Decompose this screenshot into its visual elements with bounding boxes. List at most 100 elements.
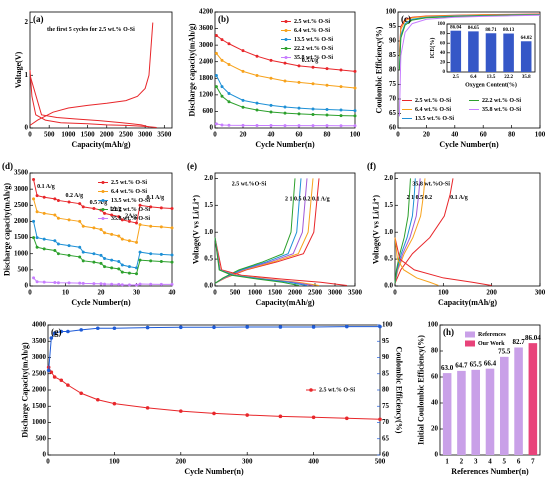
- x-tick-label: 10: [62, 289, 70, 297]
- series-line: [214, 178, 296, 284]
- data-point: [96, 326, 100, 331]
- series-line: [48, 367, 381, 420]
- data-point: [67, 281, 71, 285]
- x-tick-label: 40: [451, 131, 459, 139]
- legend-label: 2.5 wt.% O-Si: [111, 180, 147, 186]
- data-point: [227, 100, 231, 104]
- legend-label: 2.5 wt.% O-Si: [319, 387, 355, 393]
- panel-label: (b): [218, 14, 229, 24]
- annotation: 0.1 A/g: [37, 184, 55, 190]
- legend-label: 22.2 wt.% O-Si: [294, 46, 333, 52]
- data-point: [138, 258, 142, 262]
- y-axis-label: Discharge Capacity(mAh/g): [20, 342, 29, 438]
- data-point: [325, 83, 329, 87]
- x-tick-label: 2: [460, 458, 464, 466]
- plot-frame: [29, 11, 173, 129]
- data-point: [127, 265, 131, 269]
- data-point: [339, 114, 343, 118]
- y-tick-label: 80: [440, 32, 446, 37]
- y-tick-label: 2500: [14, 201, 29, 209]
- y-tick-label: 3000: [199, 41, 214, 49]
- data-point: [53, 197, 57, 201]
- data-point: [283, 111, 287, 115]
- y-tick-label: 80: [431, 347, 439, 355]
- series-line: [29, 22, 154, 126]
- data-point: [255, 123, 259, 127]
- data-point: [255, 54, 259, 58]
- legend-swatch: [465, 331, 475, 338]
- data-point: [149, 252, 153, 256]
- data-point: [269, 110, 273, 114]
- x-tick-label: 80: [508, 131, 516, 139]
- y2-tick-label: 65: [382, 434, 390, 442]
- data-point: [297, 112, 301, 116]
- data-point: [149, 282, 153, 286]
- data-point: [311, 124, 315, 128]
- x-axis-label: Capacity(mAh/g): [71, 140, 130, 149]
- data-point: [81, 205, 85, 209]
- data-point: [127, 219, 131, 223]
- data-point: [103, 231, 107, 235]
- x-tick-label: 0: [46, 458, 50, 466]
- data-point: [138, 250, 142, 254]
- y-tick-label: 500: [36, 434, 47, 442]
- data-point: [135, 283, 138, 287]
- data-point: [67, 253, 71, 257]
- annotation: 0.2 A/g: [66, 193, 84, 199]
- data-point: [117, 234, 121, 238]
- data-point: [378, 324, 382, 329]
- panel-label: (e): [187, 161, 197, 171]
- data-point: [67, 200, 71, 204]
- annotation: 35.8 wt.%O-Si: [412, 182, 450, 188]
- data-point: [283, 124, 287, 128]
- data-point: [245, 413, 249, 417]
- data-point: [32, 236, 36, 240]
- data-point: [339, 85, 343, 89]
- y-tick-label: 40: [431, 399, 439, 407]
- y-tick-label: 2.0: [204, 174, 213, 182]
- y-axis-label: Discharge capacity(mAh/g): [2, 183, 11, 276]
- y-tick-label: 85: [389, 51, 397, 59]
- series-line: [214, 237, 348, 286]
- x-tick-label: 500: [44, 131, 55, 139]
- series-line: [29, 69, 157, 128]
- x-tick-label: 400: [308, 458, 319, 466]
- y-tick-label: 2400: [199, 57, 214, 65]
- data-point: [297, 124, 301, 128]
- data-point: [56, 281, 60, 285]
- data-point: [339, 108, 343, 112]
- data-point: [149, 224, 153, 228]
- y2-tick-label: 85: [382, 369, 390, 377]
- x-tick-label: 2.5: [453, 75, 460, 80]
- series-line: [394, 237, 439, 286]
- data-point: [269, 76, 273, 80]
- legend-label: 13.5 wt.% O-Si: [111, 198, 150, 204]
- y-tick-label: 1000: [32, 418, 47, 426]
- data-point: [179, 325, 183, 330]
- data-point: [81, 250, 85, 254]
- data-point: [353, 86, 357, 90]
- x-tick-label: 6: [517, 458, 521, 466]
- x-axis-label: Cycle Number(n): [439, 140, 499, 149]
- data-point: [117, 267, 121, 271]
- data-point: [345, 416, 349, 421]
- bar-value-label: 66.4: [484, 359, 497, 367]
- data-point: [42, 195, 46, 199]
- data-point: [241, 105, 245, 109]
- data-point: [92, 226, 96, 230]
- legend-marker: [101, 190, 105, 193]
- data-point: [81, 224, 85, 228]
- x-tick-label: 0: [28, 131, 32, 139]
- y-axis-label: Coulombic Efficiency(%): [374, 26, 383, 113]
- panel-label: (g): [51, 327, 62, 337]
- bar-value-label: 80.13: [503, 28, 515, 33]
- x-tick-label: 20: [98, 289, 106, 297]
- x-tick-label: 40: [169, 289, 177, 297]
- data-point: [99, 282, 103, 286]
- data-point: [120, 270, 124, 274]
- legend-label: 35.8 wt.% O-Si: [294, 55, 333, 61]
- y-tick-label: 100: [438, 22, 446, 27]
- data-point: [135, 266, 138, 270]
- x-tick-label: 1500: [268, 289, 283, 297]
